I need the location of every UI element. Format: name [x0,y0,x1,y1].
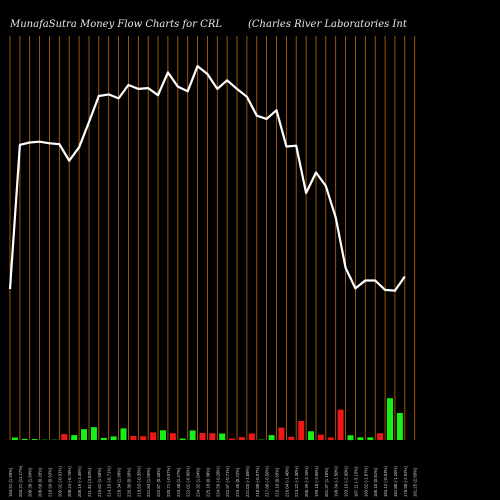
x-tick-label: 221.03 (-1.08%) [245,466,250,497]
x-tick-label: 225.18 (0.38%) [205,467,210,497]
volume-bar [110,436,117,440]
x-tick-label: 184.91 (1.95%) [8,467,13,497]
x-tick-label: 193.19 (-2.60%) [344,466,349,497]
volume-bar [81,429,87,440]
x-tick-label: 198.34 (-1.50%) [334,466,339,497]
volume-bar [238,437,245,440]
x-tick-label: 222.01 (-0.66%) [186,466,191,497]
x-tick-label: 215.62 (1.90%) [97,467,102,497]
x-tick-label: 220.30 (0.90%) [126,467,131,497]
volume-bar [169,433,176,440]
x-tick-label: 185.10 (0.81%) [373,467,378,497]
volume-bar [317,434,324,440]
volume-bar [31,439,38,440]
volume-bar [11,437,18,440]
chart-title: MunafaSutra Money Flow Charts for CRL [10,19,222,30]
x-tick-label: 199.18 (-3.55%) [314,466,319,497]
volume-bar [61,434,68,440]
x-tick-label: 218.88 (-0.97%) [255,466,260,497]
volume-bar [21,438,28,440]
volume-bar [278,427,285,440]
price-line [8,64,406,292]
x-tick-label: 210.99 (0.63%) [48,467,53,497]
volume-bar [229,438,236,440]
volume-bar [179,438,186,440]
volume-bar [377,433,384,440]
volume-bar [308,431,314,440]
x-tick-label: 218.34 (1.98%) [117,467,122,497]
volume-bar [160,430,166,440]
volume-bar [396,413,403,440]
x-tick-label: 183.62 (-1.87%) [363,466,368,497]
x-tick-label: 219.53 (-0.35%) [136,466,141,497]
x-tick-label: 211.32 (3.03%) [87,467,92,497]
volume-bar [90,427,97,440]
volume-bar [298,421,305,440]
volume-bar [288,436,295,440]
x-tick-label: 208.24 (-0.78%) [67,466,72,497]
volume-bar [268,435,275,440]
x-tick-label: 222.97 (-0.71%) [225,466,230,497]
volume-bar [150,432,157,440]
x-tick-label: 223.45 (0.22%) [235,467,240,497]
x-tick-label: 221.84 (1.05%) [146,467,151,497]
x-tick-label: 205.19 (-1.46%) [77,466,82,497]
x-tick-label: 224.56 (-0.28%) [215,466,220,497]
x-tick-label: 223.48 (1.27%) [176,467,181,497]
volume-bar [387,398,393,440]
volume-bar [219,433,226,440]
volume-bar [357,437,364,440]
volume-bar [130,436,137,440]
x-tick-label: 224.32 (1.04%) [196,467,201,497]
volume-bar [120,428,127,440]
x-tick-label: 217.60 (-0.59%) [265,466,270,497]
x-tick-label: 181.25 (2.69%) [413,467,418,497]
x-tick-label: 219.10 (0.69%) [275,467,280,497]
x-tick-label: 203.21 (11.27%) [18,465,23,497]
x-tick-label: 213.22 (-1.30%) [294,466,299,497]
volume-bar [100,437,107,440]
x-tick-label: 208.38 (1.84%) [28,467,33,497]
x-tick-label: 201.37 (1.10%) [324,467,329,497]
volume-bar [140,436,147,440]
x-tick-label: 214.10 (-0.71%) [107,466,112,497]
x-tick-label: 176.50 (-2.92%) [403,466,408,497]
volume-bar [71,435,78,440]
x-tick-label: 209.92 (-0.51%) [57,466,62,497]
x-tick-label: 206.49 (-3.16%) [304,466,309,497]
volume-bar [337,409,344,440]
x-tick-label: 184.12 (-0.53%) [383,466,388,497]
x-tick-label: 220.71 (-0.97%) [166,466,171,497]
volume-bar [189,430,196,440]
x-tick-label: 222.87 (0.46%) [156,467,161,497]
volume-bar [327,437,334,440]
chart-subtitle: (Charles River Laboratories Int [248,19,407,30]
volume-bar [367,437,374,440]
x-tick-label: 216.04 (-1.40%) [284,466,289,497]
volume-bar [347,435,354,441]
x-tick-label: 208.68 (0.20%) [38,467,43,497]
volume-bar [199,433,206,440]
volume-bar [209,433,216,440]
x-tick-label: 187.11 (-3.15%) [353,466,358,497]
x-tick-label: 181.80 (-1.26%) [393,466,398,497]
volume-bar [248,433,255,440]
